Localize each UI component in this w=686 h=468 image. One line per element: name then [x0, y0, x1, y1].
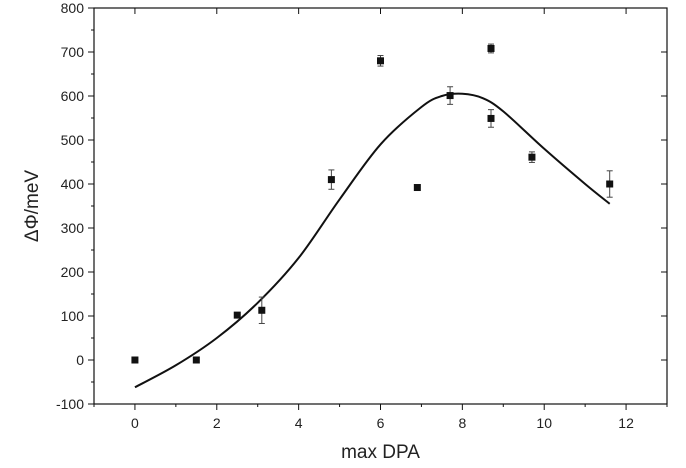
y-tick-label: 600 [61, 88, 85, 104]
y-tick-label: 300 [61, 220, 85, 236]
data-point [446, 92, 454, 100]
y-tick-label: 200 [61, 264, 85, 280]
x-tick-label: 2 [213, 415, 221, 431]
x-tick-label: 4 [295, 415, 303, 431]
y-tick-label: 800 [61, 0, 85, 16]
x-axis-title: max DPA [341, 442, 420, 463]
y-tick-label: 700 [61, 44, 85, 60]
y-tick-label: 500 [61, 132, 85, 148]
fit-curve-group [134, 92, 611, 389]
y-axis-title: ΔΦ/meV [22, 170, 43, 243]
data-point [528, 153, 536, 161]
y-tick-label: 100 [61, 308, 85, 324]
x-tick-label: 0 [131, 415, 139, 431]
x-axis: 0 2 4 6 8 10 12 [93, 8, 668, 431]
data-point [192, 356, 200, 364]
data-point [413, 184, 421, 192]
x-tick-label: 8 [458, 415, 466, 431]
data-points-group [131, 43, 614, 364]
data-point [377, 57, 384, 65]
data-point [487, 114, 495, 122]
data-point [258, 306, 266, 314]
data-point [606, 180, 614, 188]
y-axis: -100 0 100 200 300 400 500 600 700 800 [56, 0, 667, 412]
y-tick-label: 0 [76, 352, 84, 368]
data-point [327, 176, 335, 184]
fit-curve [134, 92, 611, 389]
data-point [233, 311, 241, 319]
data-point [487, 44, 495, 52]
y-tick-label: 400 [61, 176, 85, 192]
axes [93, 7, 668, 405]
y-tick-label: -100 [56, 396, 84, 412]
plot-frame [93, 7, 668, 405]
x-tick-label: 6 [377, 415, 385, 431]
data-point [131, 356, 139, 364]
x-tick-label: 10 [536, 415, 552, 431]
x-tick-label: 12 [618, 415, 634, 431]
